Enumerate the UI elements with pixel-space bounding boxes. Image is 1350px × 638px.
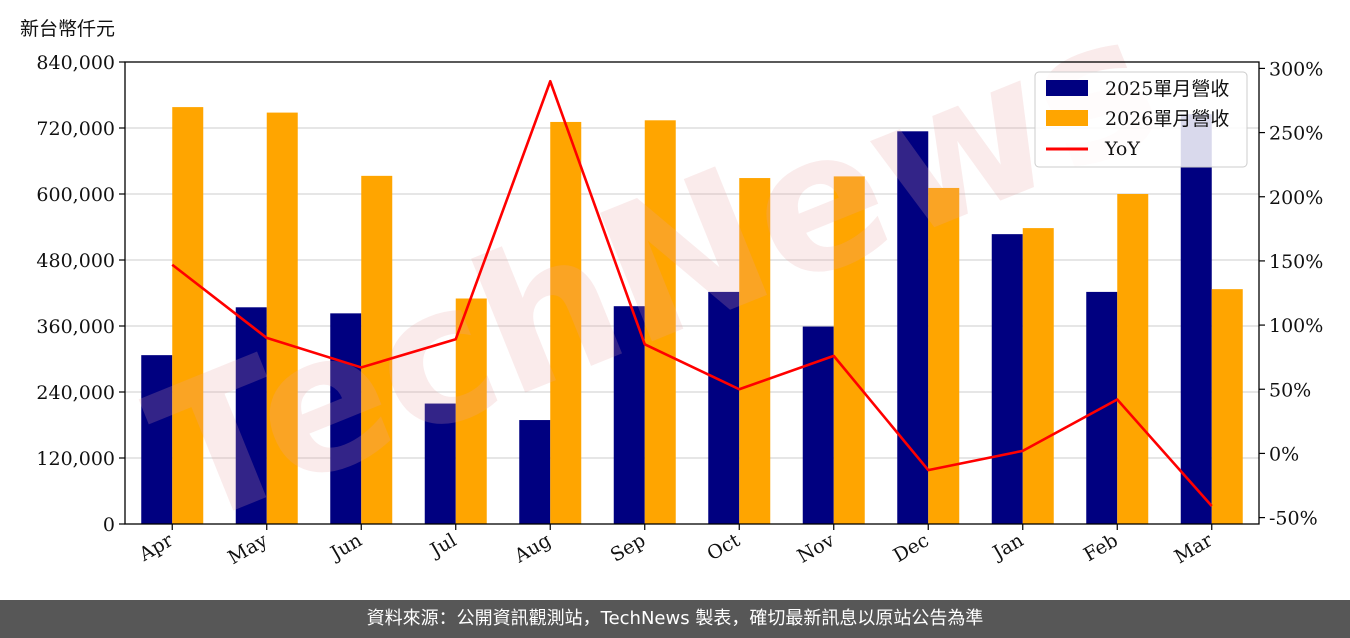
bar-2025-jul [424, 403, 456, 524]
bar-2025-jan [991, 234, 1023, 524]
revenue-chart: TechNews 0120,000240,000360,000480,00060… [36, 0, 1323, 570]
legend-swatch-2025 [1046, 80, 1088, 96]
bar-2026-aug [550, 121, 582, 524]
x-tick-label: Jan [988, 529, 1028, 565]
y-right-tick-label: 200% [1269, 187, 1323, 209]
y-right-tick-label: -50% [1269, 508, 1318, 530]
bar-2026-mar [1211, 289, 1243, 524]
y-left-tick-label: 120,000 [36, 448, 115, 470]
bar-2026-apr [172, 107, 204, 524]
bar-2025-may [235, 307, 267, 524]
bar-2026-oct [739, 178, 771, 525]
bar-2025-nov [802, 326, 834, 524]
x-tick-label: Feb [1080, 529, 1122, 566]
y-left-tick-label: 360,000 [36, 316, 115, 338]
y-left-tick-label: 840,000 [36, 52, 115, 74]
x-tick-label: Apr [135, 529, 178, 566]
source-footer: 資料來源：公開資訊觀測站，TechNews 製表，確切最新訊息以原站公告為準 [0, 600, 1350, 638]
y-right-tick-label: 100% [1269, 315, 1323, 337]
y-left-tick-label: 720,000 [36, 118, 115, 140]
legend-label-2026: 2026單月營收 [1105, 108, 1229, 130]
axes: 0 120,000 240,000 360,000 480,000 600,000 720,… [36, 52, 1323, 569]
x-tick-label: Dec [890, 529, 933, 567]
x-tick-label: Jun [325, 529, 366, 565]
plot-frame [124, 61, 1260, 525]
yoy-line [171, 79, 1213, 507]
bar-2025-mar [1180, 114, 1212, 524]
y-right-tick-label: 300% [1269, 58, 1323, 80]
bar-2025-sep [613, 306, 645, 524]
bar-2026-jul [455, 298, 487, 524]
bar-series [141, 107, 1243, 525]
bar-2025-jun [330, 313, 362, 524]
bar-2025-dec [897, 131, 929, 525]
legend: 2025單月營收 2026單月營收 YoY [1034, 71, 1248, 168]
bar-2026-sep [644, 120, 676, 525]
legend-label-2025: 2025單月營收 [1105, 78, 1229, 100]
bar-2025-aug [519, 420, 551, 524]
y-left-tick-label: 480,000 [36, 250, 115, 272]
y-axis-unit-label: 新台幣仟元 [20, 18, 116, 40]
x-tick-label: Mar [1171, 529, 1217, 568]
bar-2026-nov [833, 176, 865, 524]
x-tick-label: Oct [703, 529, 744, 565]
legend-swatch-2026 [1046, 110, 1088, 126]
bar-2026-feb [1117, 194, 1149, 524]
x-tick-label: Nov [794, 529, 839, 568]
bar-2025-oct [708, 291, 740, 524]
x-tick-label: Jul [425, 529, 460, 562]
bar-2026-jan [1022, 228, 1054, 524]
bar-2026-may [266, 112, 298, 524]
y-right-tick-label: 50% [1269, 379, 1311, 401]
y-right-tick-label: 150% [1269, 251, 1323, 273]
x-tick-label: Aug [510, 529, 555, 568]
bar-2026-jun [361, 175, 393, 524]
grid-lines [125, 127, 1259, 459]
y-right-tick-label: 250% [1269, 123, 1323, 145]
legend-label-yoy: YoY [1104, 138, 1140, 160]
y-left-tick-label: 240,000 [36, 382, 115, 404]
x-tick-label: Sep [607, 529, 650, 566]
y-right-tick-label: 0% [1269, 443, 1299, 465]
yoy-line-series [171, 79, 1213, 507]
y-left-tick-label: 600,000 [36, 184, 115, 206]
bar-2025-apr [141, 355, 173, 524]
y-left-tick-label: 0 [103, 514, 115, 536]
